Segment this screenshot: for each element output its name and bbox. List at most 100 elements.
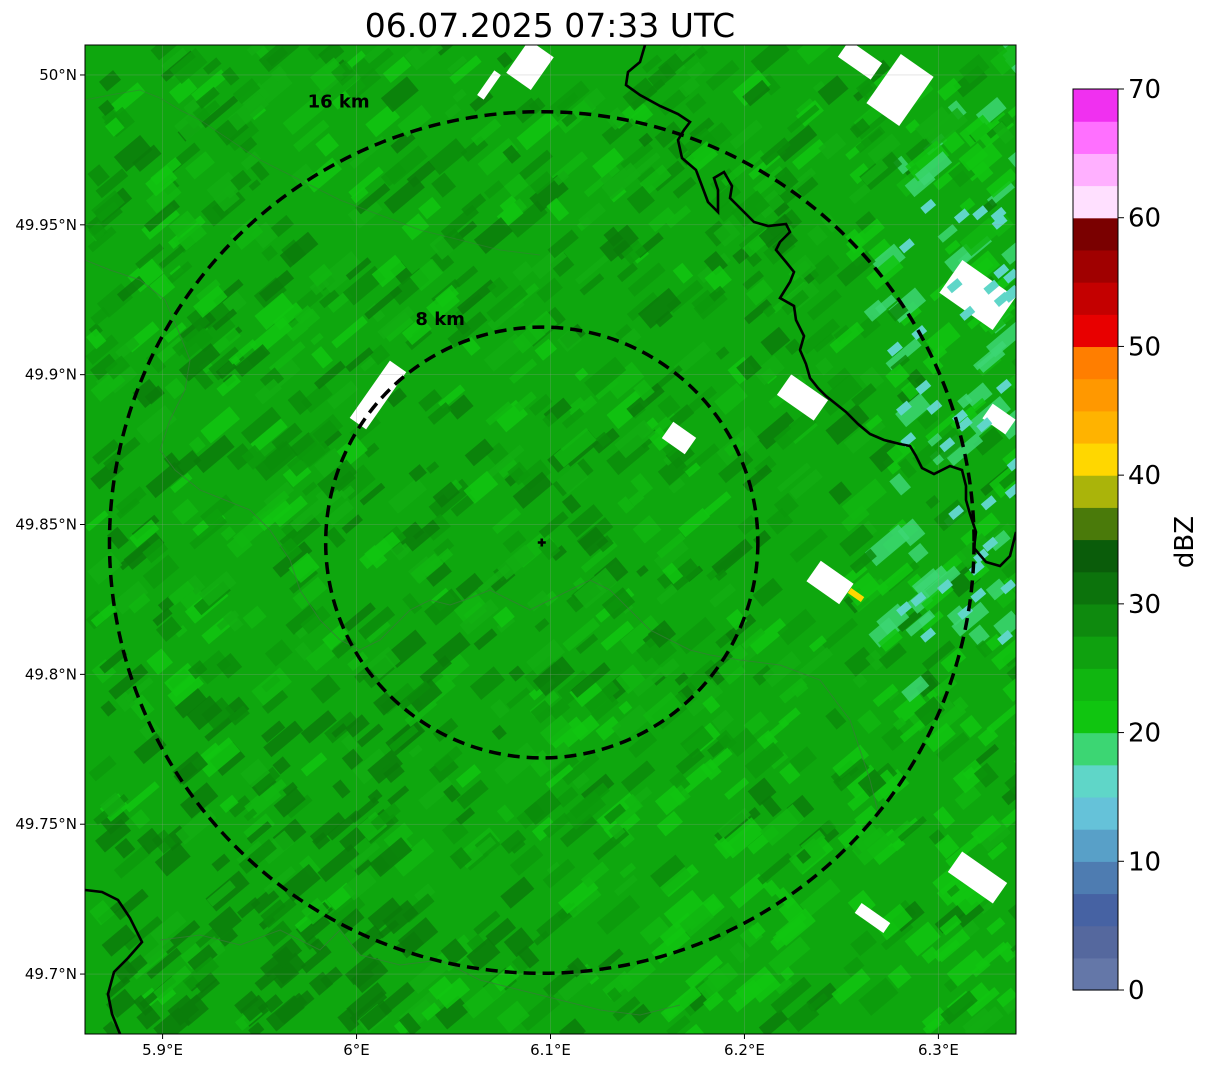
echo-cell bbox=[860, 159, 889, 186]
echo-cell bbox=[447, 55, 468, 75]
echo-cell bbox=[408, 956, 450, 994]
echo-cell bbox=[428, 138, 468, 176]
echo-cell bbox=[459, 598, 499, 636]
echo-cell bbox=[951, 601, 990, 637]
echo-cell bbox=[293, 119, 330, 153]
x-tick-label: 6°E bbox=[343, 1041, 370, 1059]
echo-cell bbox=[187, 944, 218, 973]
echo-cell bbox=[867, 133, 901, 165]
echo-cell bbox=[852, 824, 882, 853]
y-tick-label: 49.95°N bbox=[15, 216, 77, 234]
echo-cell bbox=[831, 968, 871, 1005]
echo-cell bbox=[694, 45, 708, 60]
echo-cell bbox=[551, 753, 580, 780]
echo-cell bbox=[495, 455, 519, 478]
country-border-southwest bbox=[85, 888, 144, 1034]
echo-cell bbox=[583, 87, 606, 110]
echo-cell bbox=[955, 901, 985, 928]
y-tick-label: 49.75°N bbox=[15, 815, 77, 833]
echo-cell bbox=[1001, 230, 1016, 265]
echo-cell bbox=[433, 538, 455, 558]
echo-cell bbox=[518, 993, 561, 1032]
echo-cell bbox=[424, 588, 464, 626]
echo-cell bbox=[516, 111, 559, 151]
echo-cell bbox=[832, 744, 870, 779]
echo-cell bbox=[878, 642, 907, 670]
echo-cell bbox=[182, 956, 220, 991]
echo-cell bbox=[590, 695, 619, 722]
echo-cell bbox=[743, 299, 772, 325]
echo-cell bbox=[920, 610, 944, 632]
echo-cell bbox=[536, 277, 563, 303]
colorbar-segment bbox=[1073, 410, 1118, 444]
colorbar-segment bbox=[1073, 636, 1118, 669]
echo-cell bbox=[473, 628, 498, 651]
echo-cell bbox=[626, 292, 660, 322]
echo-cell bbox=[575, 633, 599, 655]
echo-cell bbox=[193, 285, 228, 318]
echo-cell bbox=[90, 306, 110, 326]
echo-cell bbox=[502, 144, 522, 164]
echo-cell bbox=[219, 794, 239, 814]
echo-cell bbox=[897, 815, 927, 842]
echo-cell bbox=[302, 481, 318, 496]
echo-cell bbox=[855, 126, 886, 154]
echo-cell bbox=[548, 698, 571, 720]
echo-cell bbox=[401, 316, 432, 346]
echo-cell bbox=[203, 57, 222, 75]
echo-cell bbox=[344, 50, 367, 71]
echo-cell bbox=[310, 674, 341, 704]
echo-cell bbox=[132, 144, 162, 172]
echo-cell bbox=[251, 667, 292, 706]
echo-cell bbox=[736, 355, 762, 381]
echo-cell bbox=[939, 437, 956, 453]
echo-cell bbox=[627, 262, 666, 297]
echo-cell bbox=[240, 758, 270, 788]
echo-cell bbox=[855, 77, 879, 101]
echo-cell bbox=[397, 680, 431, 711]
echo-cell bbox=[900, 432, 917, 448]
echo-cell bbox=[241, 444, 267, 470]
echo-cell bbox=[760, 137, 791, 166]
echo-cell bbox=[350, 957, 389, 994]
echo-cell bbox=[254, 292, 295, 331]
echo-cell bbox=[263, 720, 304, 758]
echo-cell bbox=[757, 852, 794, 885]
echo-cell bbox=[115, 336, 140, 360]
echo-cell bbox=[440, 204, 479, 240]
echo-cell bbox=[1002, 669, 1016, 702]
map-area: 8 km 16 km 5.9°E 6°E 6.1°E 6.2°E 6.3°E 50°N 49… bbox=[15, 44, 1017, 1059]
echo-cell bbox=[1001, 552, 1016, 585]
echo-cell bbox=[921, 946, 940, 964]
echo-cell bbox=[399, 1012, 422, 1034]
echo-cell bbox=[737, 514, 759, 536]
echo-cell bbox=[659, 658, 680, 678]
echo-cell bbox=[713, 219, 741, 247]
echo-cell bbox=[215, 359, 237, 380]
echo-cell bbox=[105, 988, 137, 1019]
echo-cell bbox=[601, 587, 636, 620]
echo-cell bbox=[1013, 749, 1016, 776]
echo-cell bbox=[450, 493, 477, 517]
echo-cell bbox=[444, 103, 462, 120]
echo-cell bbox=[512, 471, 553, 509]
echo-cell bbox=[308, 263, 333, 287]
echo-cell bbox=[341, 748, 364, 770]
echo-cell bbox=[825, 403, 870, 445]
echo-cell bbox=[186, 695, 223, 731]
district-boundary-north bbox=[85, 89, 541, 256]
echo-cell bbox=[570, 662, 611, 698]
echo-cell bbox=[142, 538, 169, 564]
echo-cell bbox=[226, 443, 255, 471]
echo-cell bbox=[684, 462, 701, 478]
echo-cell bbox=[308, 414, 344, 447]
echo-cell bbox=[449, 55, 482, 85]
echo-cell bbox=[858, 977, 899, 1016]
echo-cell bbox=[996, 378, 1012, 395]
echo-cell bbox=[383, 762, 405, 783]
echo-cell bbox=[753, 355, 785, 386]
echo-cell bbox=[1015, 864, 1016, 885]
echo-cell bbox=[855, 211, 879, 234]
country-border-east bbox=[624, 45, 1016, 568]
echo-cell bbox=[980, 495, 997, 511]
